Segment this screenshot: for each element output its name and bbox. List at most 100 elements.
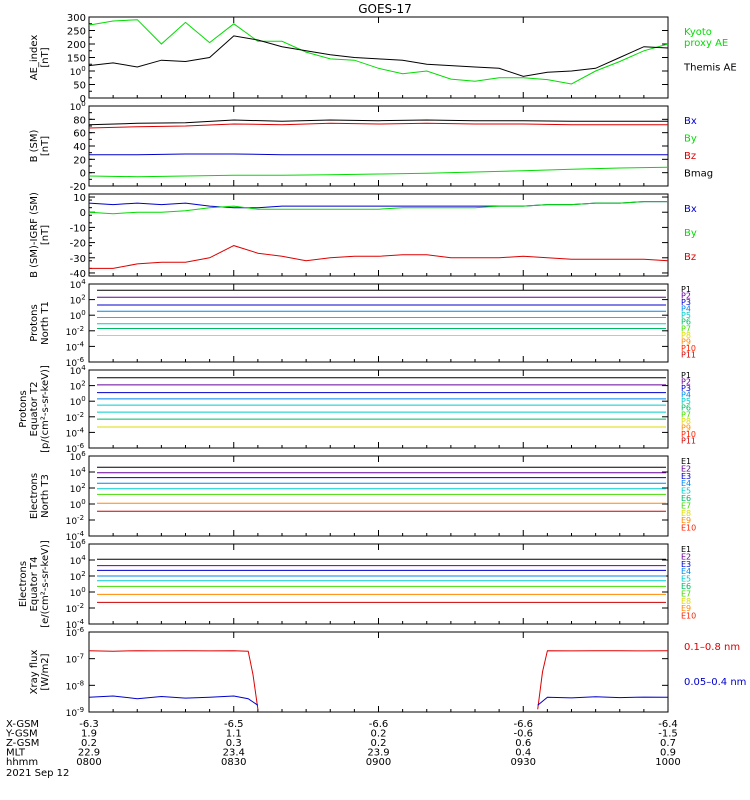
series-line-by xyxy=(88,166,669,178)
legend-label: E4 xyxy=(681,567,691,576)
date-label: 2021 Sep 12 xyxy=(6,768,69,779)
y-tick-label: 100 xyxy=(70,309,86,322)
series-line-0-1-0-8-nm xyxy=(88,650,259,710)
legend-label: E5 xyxy=(681,575,691,584)
legend-label: P4 xyxy=(681,305,691,314)
y-tick-label: 10-8 xyxy=(66,679,84,692)
series-line-bz xyxy=(88,122,668,129)
y-tick-label: 10-2 xyxy=(66,325,84,338)
row-value: 23.4 xyxy=(223,748,245,759)
y-tick-label: 300 xyxy=(67,13,86,24)
panel-3: -40 -30 -20 -10 0 10 B (SM)-IGRF (SM) [nT] Bx By B… xyxy=(29,192,697,280)
legend-label: E3 xyxy=(681,472,691,481)
y-tick-label: 250 xyxy=(67,27,86,38)
y-axis-label: Equator T2 xyxy=(29,382,40,437)
y-axis-label: North T3 xyxy=(40,474,51,518)
y-tick-label: 104 xyxy=(70,466,86,479)
legend-label: P1 xyxy=(681,371,691,380)
panel-5: 10-6 10-4 10-2 100 102 104 Protons Equator T2 [p… xyxy=(18,364,696,455)
legend-label: E1 xyxy=(681,457,691,466)
row-value: -1.5 xyxy=(658,729,678,740)
legend-label: P5 xyxy=(681,311,691,320)
y-tick-label: 102 xyxy=(70,380,86,393)
legend-label: E6 xyxy=(681,582,691,591)
legend-label: P2 xyxy=(681,292,691,301)
legend-label: E2 xyxy=(681,464,691,473)
y-tick-label: 100 xyxy=(70,498,86,511)
y-axis-label: Protons xyxy=(18,390,29,427)
row-value: 1.1 xyxy=(226,729,242,740)
row-value: 0.2 xyxy=(371,729,387,740)
row-value: -6.6 xyxy=(369,719,389,730)
panel-8: 10-9 10-8 10-7 10-6 Xray flux [W/m2] 0.1–0.8 n… xyxy=(29,626,746,719)
series-line-by xyxy=(88,201,668,215)
y-tick-label: 104 xyxy=(70,364,86,377)
row-value: -6.5 xyxy=(224,719,244,730)
row-label: Z-GSM xyxy=(6,738,39,749)
row-value: 0.2 xyxy=(371,738,387,749)
row-value: 0.4 xyxy=(515,748,531,759)
legend-label: P11 xyxy=(681,350,696,359)
y-axis-label: [nT] xyxy=(40,136,51,156)
legend-label: E8 xyxy=(681,597,691,606)
row-value: -0.6 xyxy=(513,729,533,740)
series-line-bmag xyxy=(88,119,668,126)
legend-label: E5 xyxy=(681,487,691,496)
legend-label: E9 xyxy=(681,604,691,613)
legend-label: Bx xyxy=(684,116,697,127)
legend-label: P3 xyxy=(681,298,691,307)
panel-frame xyxy=(88,369,669,449)
legend-label: P8 xyxy=(681,417,691,426)
panel-4: 10-6 10-4 10-2 100 102 104 Protons North T1 P1P2… xyxy=(29,278,696,369)
y-tick-label: 0 xyxy=(80,94,86,105)
legend-label: P1 xyxy=(681,285,691,294)
legend-label: E7 xyxy=(681,501,691,510)
legend-label: Kyoto xyxy=(684,27,712,38)
y-axis-label: Electrons xyxy=(18,561,29,607)
row-value: 22.9 xyxy=(78,748,100,759)
y-tick-label: 10-6 xyxy=(66,626,85,639)
row-value: 0.7 xyxy=(660,738,676,749)
y-axis-label: Xray flux xyxy=(29,650,40,695)
y-tick-label: 60 xyxy=(73,129,86,140)
panel-frame xyxy=(88,16,669,99)
y-tick-label: 102 xyxy=(70,294,86,307)
legend-label: Bz xyxy=(684,252,696,263)
legend-label: 0.1–0.8 nm xyxy=(684,642,740,653)
row-value: 0830 xyxy=(221,757,246,768)
y-tick-label: 104 xyxy=(70,278,86,291)
y-tick-label: 0 xyxy=(80,169,86,180)
y-tick-label: 10-7 xyxy=(66,653,84,666)
panel-frame xyxy=(88,283,669,363)
y-axis-label: Equator T4 xyxy=(29,557,40,612)
y-tick-label: 10 xyxy=(73,193,86,204)
legend-label: P5 xyxy=(681,397,691,406)
legend-label: E9 xyxy=(681,516,691,525)
legend-label: Bmag xyxy=(684,169,713,180)
row-value: -6.6 xyxy=(513,719,533,730)
y-tick-label: 10-4 xyxy=(66,530,85,543)
legend-label: E8 xyxy=(681,509,691,518)
y-axis-label: [W/m2] xyxy=(40,653,51,690)
legend-label: E4 xyxy=(681,479,691,488)
legend-label: P10 xyxy=(681,344,696,353)
x-axis-table: X-GSM -6.3 -6.5 -6.6 -6.6 -6.4 Y-GSM 1.9 1.1 0.2 -… xyxy=(5,719,681,779)
panel-7: 10-4 10-2 100 102 104 106 Electrons Equator T4[… xyxy=(18,538,696,631)
row-label: X-GSM xyxy=(6,719,39,730)
row-label: Y-GSM xyxy=(5,729,38,740)
legend-label: E3 xyxy=(681,560,691,569)
legend-label: P2 xyxy=(681,378,691,387)
y-axis-label: AE_index xyxy=(29,35,40,81)
legend-label: P11 xyxy=(681,436,696,445)
y-tick-label: 10-4 xyxy=(66,618,85,631)
plot-title: GOES-17 xyxy=(358,2,412,16)
y-tick-label: 102 xyxy=(70,570,86,583)
y-tick-label: 10-6 xyxy=(66,356,85,369)
legend-label: E1 xyxy=(681,545,691,554)
row-value: -6.4 xyxy=(658,719,678,730)
y-tick-label: -10 xyxy=(70,223,86,234)
legend-label: E10 xyxy=(681,612,696,621)
row-value: 0.2 xyxy=(81,738,97,749)
